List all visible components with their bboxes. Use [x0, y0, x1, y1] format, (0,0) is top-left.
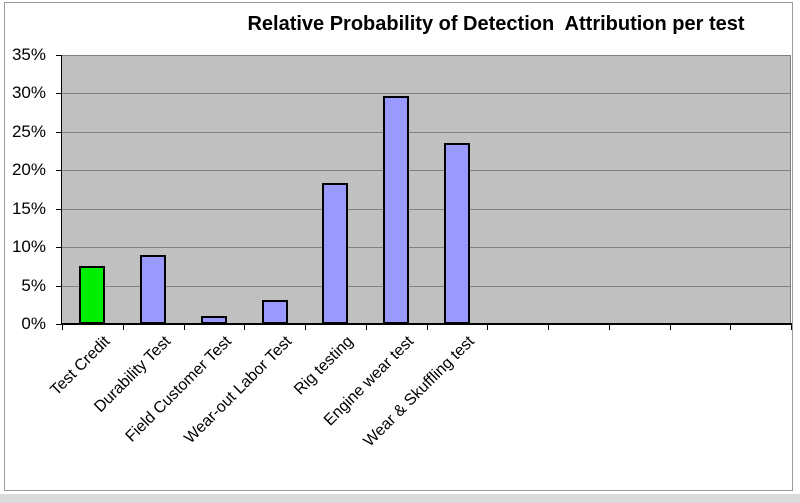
- x-axis-tick: [183, 325, 185, 330]
- bar: [140, 254, 167, 324]
- page-bottom-strip: [0, 494, 800, 503]
- gridline: [62, 131, 791, 133]
- y-axis-tick: [56, 170, 62, 172]
- gridline: [62, 208, 791, 210]
- gridline: [62, 285, 791, 287]
- chart-title: Relative Probability of Detection Attrib…: [247, 13, 745, 35]
- x-axis-line: [61, 323, 792, 325]
- y-tick-label: 25%: [11, 121, 46, 141]
- bar: [322, 183, 349, 324]
- y-axis-tick: [56, 131, 62, 133]
- y-tick-label: 30%: [11, 83, 46, 103]
- gridline: [62, 170, 791, 172]
- x-axis-tick: [62, 325, 63, 330]
- x-axis-tick: [426, 325, 428, 330]
- y-axis-tick: [56, 324, 62, 325]
- y-axis-line: [61, 55, 62, 325]
- bar: [79, 266, 106, 324]
- x-axis-tick: [548, 325, 549, 330]
- gridline: [62, 93, 791, 95]
- bar: [443, 143, 470, 324]
- gridline: [62, 55, 791, 56]
- x-axis-tick: [608, 325, 610, 330]
- y-axis-tick: [56, 55, 62, 56]
- x-axis-tick: [244, 325, 246, 330]
- y-tick-label: 20%: [11, 160, 46, 180]
- y-tick-label: 0%: [21, 314, 46, 333]
- x-axis-tick: [365, 325, 367, 330]
- y-tick-label: 10%: [11, 237, 46, 257]
- x-axis-tick: [122, 325, 124, 330]
- bar: [261, 300, 288, 324]
- y-tick-label: 15%: [11, 198, 46, 218]
- y-axis-tick: [56, 247, 62, 249]
- gridline: [62, 247, 791, 249]
- y-tick-label: 5%: [21, 275, 46, 295]
- x-axis-tick: [487, 325, 489, 330]
- bar: [383, 95, 410, 324]
- y-axis-tick: [56, 285, 62, 287]
- y-axis-tick: [56, 208, 62, 210]
- y-tick-label: 35%: [11, 45, 46, 64]
- x-axis-tick: [791, 325, 792, 330]
- x-axis-tick: [305, 325, 306, 330]
- x-axis-tick: [730, 325, 732, 330]
- plot-area: [62, 55, 791, 324]
- x-axis-tick: [669, 325, 671, 330]
- y-axis-tick: [56, 93, 62, 95]
